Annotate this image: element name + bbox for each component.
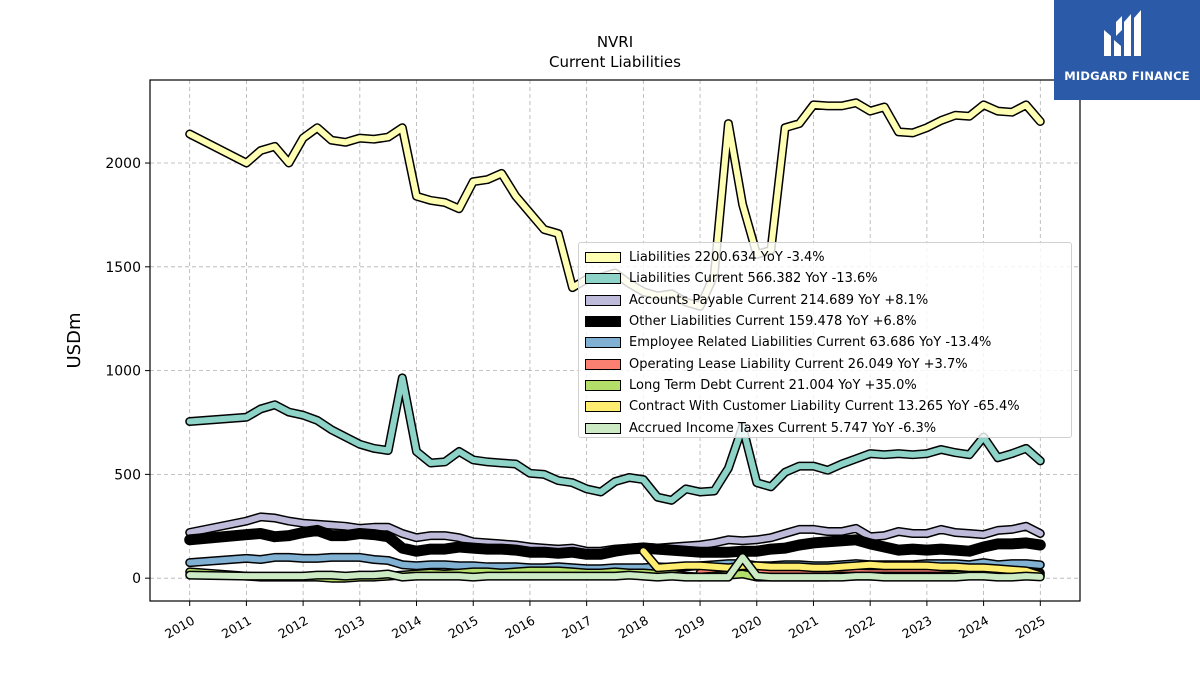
- series-stroke: [186, 374, 1044, 504]
- legend-swatch: [585, 401, 621, 413]
- series-line-8: [185, 552, 1045, 582]
- x-tick-label: 2025: [1013, 613, 1048, 642]
- y-axis-label: USDm: [64, 313, 85, 369]
- y-axis: 0 500 1000 1500 2000: [105, 156, 150, 587]
- y-tick-label: 1000: [105, 364, 141, 380]
- y-tick-label: 2000: [105, 156, 141, 172]
- x-tick-label: 2020: [729, 613, 764, 642]
- x-tick-label: 2012: [276, 613, 311, 642]
- chart-legend: Liabilities 2200.634 YoY -3.4% Liabilitie…: [578, 242, 1072, 438]
- legend-item: Other Liabilities Current 159.478 YoY +6…: [585, 311, 1065, 332]
- x-tick-label: 2021: [786, 613, 821, 642]
- legend-swatch: [585, 422, 621, 434]
- series-stroke: [186, 554, 1044, 581]
- series-stroke: [185, 526, 1045, 559]
- y-tick-label: 500: [114, 467, 141, 483]
- series-line-7: [638, 546, 1045, 580]
- legend-item: Long Term Debt Current 21.004 YoY +35.0%: [585, 375, 1065, 396]
- legend-item: Operating Lease Liability Current 26.049…: [585, 353, 1065, 374]
- series-line-3: [184, 524, 1046, 560]
- chart-title: NVRI: [597, 33, 633, 51]
- legend-swatch: [585, 252, 621, 264]
- legend-label: Accrued Income Taxes Current 5.747 YoY -…: [629, 420, 937, 436]
- x-tick-label: 2014: [389, 613, 424, 642]
- legend-swatch: [585, 316, 621, 328]
- x-tick-label: 2024: [956, 613, 991, 642]
- plot-frame: [149, 79, 1081, 602]
- y-tick-label: 1500: [105, 260, 141, 276]
- x-tick-label: 2017: [559, 613, 594, 642]
- legend-label: Liabilities 2200.634 YoY -3.4%: [629, 250, 825, 266]
- brand-logo: MIDGARD FINANCE: [1054, 0, 1200, 100]
- chart-subtitle: Current Liabilities: [549, 53, 681, 71]
- legend-item: Contract With Customer Liability Current…: [585, 396, 1065, 417]
- legend-item: Liabilities Current 566.382 YoY -13.6%: [585, 268, 1065, 289]
- legend-swatch: [585, 358, 621, 370]
- legend-label: Accounts Payable Current 214.689 YoY +8.…: [629, 292, 929, 308]
- x-tick-label: 2019: [673, 613, 708, 642]
- legend-item: Accounts Payable Current 214.689 YoY +8.…: [585, 290, 1065, 311]
- legend-label: Operating Lease Liability Current 26.049…: [629, 356, 968, 372]
- x-tick-label: 2015: [446, 613, 481, 642]
- legend-label: Employee Related Liabilities Current 63.…: [629, 335, 992, 351]
- brand-name: MIDGARD FINANCE: [1064, 69, 1190, 83]
- legend-item: Accrued Income Taxes Current 5.747 YoY -…: [585, 417, 1065, 438]
- x-tick-label: 2010: [162, 613, 197, 642]
- legend-label: Other Liabilities Current 159.478 YoY +6…: [629, 314, 917, 330]
- legend-item: Employee Related Liabilities Current 63.…: [585, 332, 1065, 353]
- y-tick-label: 0: [132, 571, 141, 587]
- legend-label: Contract With Customer Liability Current…: [629, 399, 1020, 415]
- series-stroke: [640, 548, 1044, 579]
- legend-swatch: [585, 337, 621, 349]
- legend-label: Long Term Debt Current 21.004 YoY +35.0%: [629, 377, 917, 393]
- x-tick-label: 2016: [502, 613, 537, 642]
- x-tick-label: 2013: [332, 613, 367, 642]
- legend-item: Liabilities 2200.634 YoY -3.4%: [585, 247, 1065, 268]
- x-tick-label: 2023: [899, 613, 934, 642]
- legend-swatch: [585, 379, 621, 391]
- x-tick-label: 2011: [219, 613, 254, 642]
- series-line-1: [185, 373, 1045, 505]
- x-tick-label: 2022: [843, 613, 878, 642]
- midgard-logo-icon: [1104, 10, 1141, 56]
- legend-swatch: [585, 294, 621, 306]
- x-tick-label: 2018: [616, 613, 651, 642]
- x-axis: 2010 2011 2012 2013 2014 2015 2016 2017 2018 2019…: [162, 601, 1048, 642]
- legend-label: Liabilities Current 566.382 YoY -13.6%: [629, 271, 878, 287]
- legend-swatch: [585, 273, 621, 285]
